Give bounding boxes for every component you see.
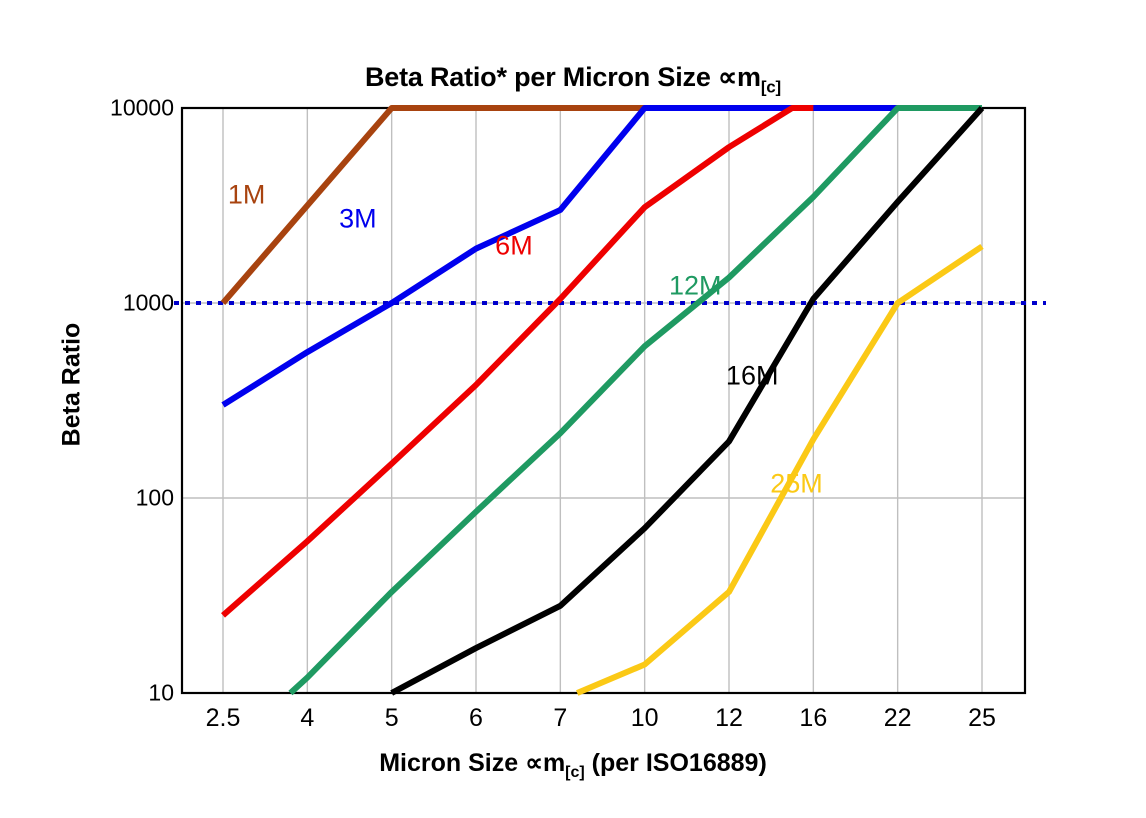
series-line-3M [221,105,898,408]
y-axis-ticks: 10 100 1000 10000 [82,0,174,818]
series-label-12M: 12M [669,270,722,301]
series-label-16M: 16M [725,360,779,391]
series-line-25M [576,243,984,696]
chart-title-subscript: [c] [760,77,782,97]
x-tick-label: 7 [553,704,568,732]
x-tick-label: 12 [715,704,743,732]
series-label-3M: 3M [339,203,377,234]
series-line-12M [288,105,982,696]
x-tick-label: 5 [384,704,399,732]
y-tick-label: 10000 [110,94,174,121]
x-tick-label: 10 [630,704,659,732]
x-tick-label: 25 [968,704,996,732]
x-tick-label: 16 [799,704,828,732]
x-tick-label: 6 [469,704,483,732]
series-label-25M: 25M [770,468,823,499]
series-line-16M [390,105,985,696]
y-tick-label: 100 [135,484,174,511]
series-line-6M [221,105,814,618]
chart-title: Beta Ratio* per Micron Size ∝m[c] [0,62,1146,97]
x-axis-title-tail: (per ISO16889) [584,749,767,777]
y-tick-label: 1000 [122,289,174,316]
plot-frame [180,106,1027,695]
x-axis-title-subscript: [c] [565,764,585,781]
x-tick-label: 2.5 [205,704,241,732]
x-axis-title: Micron Size ∝m[c] (per ISO16889) [0,748,1146,782]
x-tick-label: 4 [300,704,315,732]
y-tick-label: 10 [148,679,174,706]
series-label-1M: 1M [227,179,266,210]
x-axis-title-main: Micron Size ∝m [379,749,566,777]
chart-title-main: Beta Ratio* per Micron Size ∝m [364,62,761,92]
x-tick-label: 22 [883,704,912,732]
series-label-6M: 6M [495,230,533,261]
